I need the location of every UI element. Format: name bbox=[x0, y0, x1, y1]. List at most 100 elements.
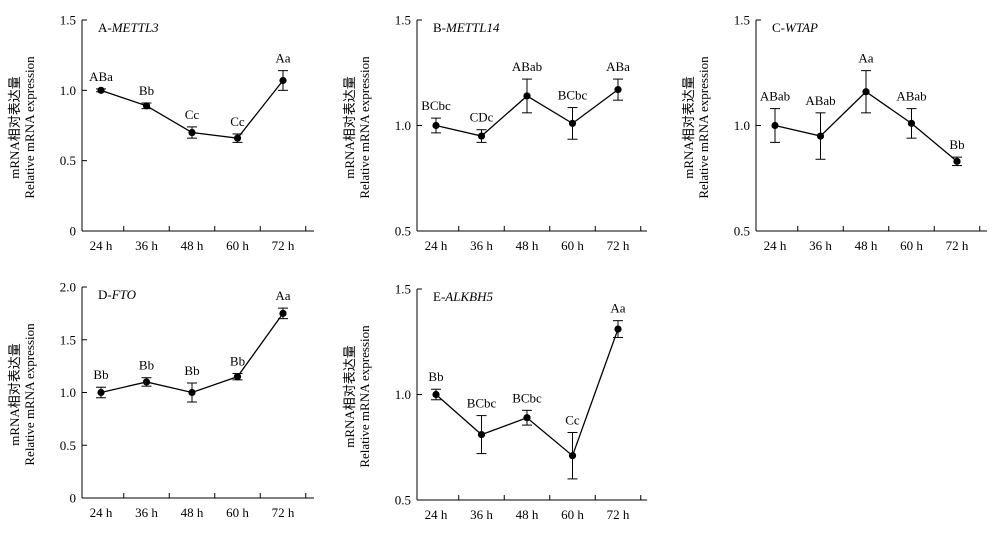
y-tick-label: 1.5 bbox=[60, 332, 76, 347]
x-tick-label: 72 h bbox=[272, 238, 295, 253]
y-tick-label: 1.0 bbox=[734, 118, 750, 133]
x-tick-label: 24 h bbox=[425, 238, 448, 253]
data-point bbox=[771, 121, 779, 130]
significance-label: BCbc bbox=[421, 98, 451, 113]
panel-title-gene: METTL14 bbox=[445, 20, 500, 35]
y-axis-label-cn: mRNA相对表达量 bbox=[342, 345, 357, 448]
significance-label: Cc bbox=[185, 107, 200, 122]
x-tick-label: 60 h bbox=[900, 238, 923, 253]
significance-label: CDc bbox=[470, 110, 494, 125]
panel-title-gene: WTAP bbox=[785, 20, 818, 35]
x-tick-label: 36 h bbox=[135, 505, 158, 520]
x-tick-label: 60 h bbox=[561, 507, 584, 522]
y-tick-label: 0.5 bbox=[734, 224, 750, 239]
significance-label: ABab bbox=[805, 93, 835, 108]
panel-title-prefix: A- bbox=[98, 20, 112, 35]
y-tick-label: 0 bbox=[70, 224, 77, 239]
x-tick-label: 24 h bbox=[90, 505, 113, 520]
data-point bbox=[279, 309, 287, 317]
data-point bbox=[142, 378, 151, 386]
data-point bbox=[233, 373, 242, 381]
significance-label: Cc bbox=[565, 412, 580, 427]
y-axis-label-cn: mRNA相对表达量 bbox=[7, 76, 22, 179]
x-tick-label: 36 h bbox=[470, 238, 493, 253]
x-tick-label: 72 h bbox=[607, 507, 630, 522]
panel-title: E-ALKBH5 bbox=[433, 289, 493, 304]
x-tick-label: 36 h bbox=[470, 507, 493, 522]
y-axis-label-en: Relative mRNA expression bbox=[357, 325, 372, 468]
x-tick-label: 48 h bbox=[855, 238, 878, 253]
y-tick-label: 1.5 bbox=[395, 282, 411, 297]
significance-label: BCbc bbox=[512, 390, 542, 405]
significance-label: Cc bbox=[230, 114, 245, 129]
y-tick-label: 1.5 bbox=[395, 13, 411, 28]
significance-label: ABab bbox=[896, 89, 926, 104]
significance-label: BCbc bbox=[558, 88, 588, 103]
significance-label: Bb bbox=[139, 358, 154, 373]
x-tick-label: 24 h bbox=[425, 507, 448, 522]
x-tick-label: 24 h bbox=[764, 238, 787, 253]
significance-label: ABa bbox=[606, 59, 630, 74]
panel-title-gene: ALKBH5 bbox=[444, 289, 493, 304]
x-tick-label: 48 h bbox=[181, 238, 204, 253]
panel-title-prefix: B- bbox=[433, 20, 446, 35]
y-tick-label: 1.5 bbox=[60, 13, 76, 28]
significance-label: Bb bbox=[93, 367, 108, 382]
y-axis-label-en: Relative mRNA expression bbox=[22, 323, 37, 466]
chart-panel-5: 0.5 1.0 1.5 24 h 36 h 48 h 60 h 72 h E-ALKBH5 mRN… bbox=[342, 282, 647, 522]
significance-label: BCbc bbox=[467, 396, 497, 411]
significance-label: Aa bbox=[275, 51, 290, 66]
data-point bbox=[97, 388, 105, 397]
y-tick-label: 1.0 bbox=[60, 385, 76, 400]
y-axis-label-en: Relative mRNA expression bbox=[696, 56, 711, 199]
panel-title: D-FTO bbox=[98, 287, 137, 302]
significance-label: Aa bbox=[610, 301, 625, 316]
y-tick-label: 0.5 bbox=[395, 224, 411, 239]
panel-title-gene: METTL3 bbox=[111, 20, 159, 35]
data-point bbox=[523, 414, 531, 422]
data-point bbox=[862, 88, 870, 96]
significance-label: ABab bbox=[512, 59, 542, 74]
y-tick-label: 0.5 bbox=[395, 493, 411, 508]
chart-panel-3: 0.5 1.0 1.5 24 h 36 h 48 h 60 h 72 h C-WTAP mRNA相… bbox=[681, 13, 987, 253]
y-axis-label-en: Relative mRNA expression bbox=[357, 56, 372, 199]
y-axis-label-cn: mRNA相对表达量 bbox=[7, 343, 22, 446]
data-point bbox=[188, 388, 196, 397]
data-point bbox=[614, 86, 622, 94]
data-point bbox=[432, 121, 440, 130]
panel-title: A-METTL3 bbox=[98, 20, 159, 35]
significance-label: Bb bbox=[230, 354, 245, 369]
data-point bbox=[477, 132, 486, 140]
data-point bbox=[568, 119, 577, 127]
x-tick-label: 48 h bbox=[516, 238, 539, 253]
significance-label: Aa bbox=[275, 288, 290, 303]
significance-label: Bb bbox=[184, 363, 199, 378]
chart-panel-2: 0.5 1.0 1.5 24 h 36 h 48 h 60 h 72 h B-METTL14 mR… bbox=[342, 13, 647, 253]
data-point bbox=[279, 76, 287, 85]
panel-title-prefix: C- bbox=[772, 20, 785, 35]
data-point bbox=[816, 132, 825, 140]
data-point bbox=[523, 92, 531, 100]
data-point bbox=[907, 119, 916, 127]
x-tick-label: 24 h bbox=[90, 238, 113, 253]
data-point bbox=[477, 430, 486, 439]
x-tick-label: 72 h bbox=[946, 238, 969, 253]
y-tick-label: 2.0 bbox=[60, 280, 76, 295]
significance-label: ABa bbox=[89, 69, 113, 84]
x-tick-label: 60 h bbox=[226, 238, 249, 253]
y-tick-label: 1.0 bbox=[395, 387, 411, 402]
data-point bbox=[233, 134, 242, 142]
significance-label: Bb bbox=[428, 369, 443, 384]
y-tick-label: 1.0 bbox=[395, 118, 411, 133]
chart-panel-4: 0 0.5 1.0 1.5 2.0 24 h 36 h 48 h 60 h 72 h D-FTO mR… bbox=[7, 280, 314, 520]
x-tick-label: 48 h bbox=[516, 507, 539, 522]
x-tick-label: 36 h bbox=[809, 238, 832, 253]
panel-title: C-WTAP bbox=[772, 20, 818, 35]
x-tick-label: 60 h bbox=[226, 505, 249, 520]
y-tick-label: 1.5 bbox=[734, 13, 750, 28]
chart-panel-1: 0 0.5 1.0 1.5 24 h 36 h 48 h 60 h 72 h A-METTL3 mR… bbox=[7, 13, 314, 253]
significance-label: Bb bbox=[949, 137, 964, 152]
x-tick-label: 48 h bbox=[181, 505, 204, 520]
panel-title-gene: FTO bbox=[111, 287, 137, 302]
